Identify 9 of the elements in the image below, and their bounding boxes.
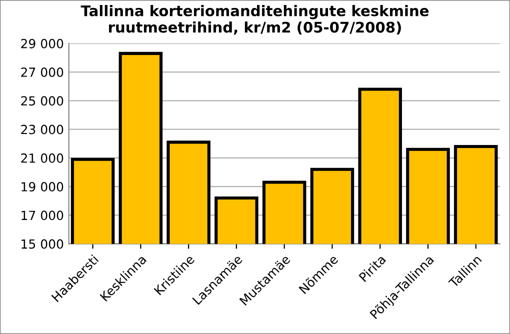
y-tick-label: 21 000 — [21, 153, 64, 163]
y-tick-label: 27 000 — [21, 68, 64, 77]
chart-title: Tallinna korteriomanditehingute keskmine ruutmeetrihind, kr/m2 (05-07/2008) — [80, 5, 429, 35]
y-tick-label: 19 000 — [22, 182, 64, 192]
y-tick-label: 15 000 — [22, 239, 64, 249]
y-tick-label: 17 000 — [22, 210, 64, 220]
y-tick-label: 29 000 — [21, 38, 64, 48]
y-tick-label: 23 000 — [21, 124, 64, 134]
y-tick-label: 25 000 — [21, 96, 64, 106]
